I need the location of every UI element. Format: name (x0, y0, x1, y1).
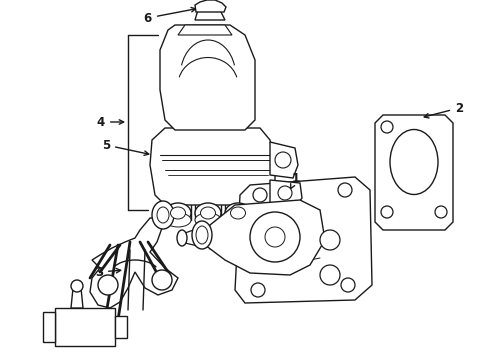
Ellipse shape (230, 207, 245, 219)
Ellipse shape (177, 230, 186, 246)
Polygon shape (178, 25, 231, 35)
Ellipse shape (389, 130, 437, 194)
Polygon shape (160, 25, 254, 130)
Ellipse shape (196, 226, 207, 244)
Text: 1: 1 (289, 171, 299, 190)
Circle shape (337, 183, 351, 197)
Text: 2: 2 (423, 102, 462, 118)
Circle shape (380, 206, 392, 218)
Text: 5: 5 (102, 139, 148, 156)
Circle shape (319, 265, 339, 285)
Circle shape (264, 227, 285, 247)
Ellipse shape (170, 207, 185, 219)
Ellipse shape (200, 207, 215, 219)
Polygon shape (269, 142, 297, 178)
Polygon shape (55, 308, 115, 346)
Circle shape (152, 270, 172, 290)
Ellipse shape (195, 213, 221, 227)
Polygon shape (204, 200, 325, 275)
Polygon shape (150, 128, 274, 205)
Ellipse shape (224, 203, 250, 223)
Ellipse shape (164, 203, 191, 223)
Ellipse shape (152, 201, 174, 229)
Ellipse shape (224, 213, 250, 227)
Ellipse shape (195, 203, 221, 223)
Circle shape (250, 283, 264, 297)
Circle shape (252, 188, 266, 202)
Polygon shape (71, 288, 83, 308)
Text: 3: 3 (95, 266, 121, 279)
Polygon shape (90, 218, 178, 308)
Polygon shape (195, 0, 225, 12)
Circle shape (71, 280, 83, 292)
Circle shape (380, 121, 392, 133)
Polygon shape (195, 10, 224, 20)
Polygon shape (115, 316, 127, 338)
Circle shape (278, 186, 291, 200)
Polygon shape (43, 312, 55, 342)
Circle shape (340, 278, 354, 292)
Ellipse shape (192, 221, 212, 249)
Ellipse shape (164, 213, 191, 227)
Polygon shape (269, 180, 302, 208)
Polygon shape (374, 115, 452, 230)
Ellipse shape (157, 207, 169, 223)
Polygon shape (235, 177, 371, 303)
Text: 4: 4 (97, 116, 123, 129)
Text: 6: 6 (143, 8, 195, 24)
Circle shape (98, 275, 118, 295)
Circle shape (249, 212, 299, 262)
Circle shape (319, 230, 339, 250)
Circle shape (434, 206, 446, 218)
Circle shape (274, 152, 290, 168)
